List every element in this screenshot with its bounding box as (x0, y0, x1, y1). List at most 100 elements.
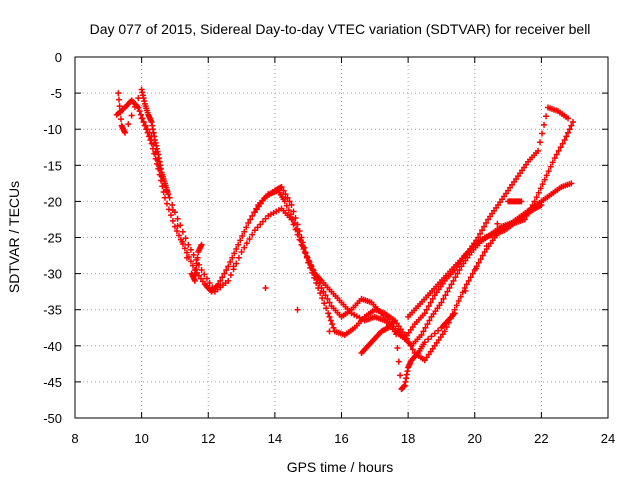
data-point (533, 194, 540, 201)
data-point (330, 324, 337, 331)
y-tick-label: -30 (43, 267, 62, 282)
data-point (326, 328, 333, 335)
data-point (475, 259, 482, 266)
data-point (144, 126, 151, 133)
data-point (203, 275, 210, 282)
data-point (570, 118, 577, 125)
data-point (192, 272, 199, 279)
data-point (451, 310, 458, 317)
data-point (227, 259, 234, 266)
data-point (292, 215, 299, 222)
data-point (249, 212, 256, 219)
data-point (247, 216, 254, 223)
data-point (565, 115, 572, 122)
series-markers (113, 86, 577, 393)
data-point (288, 216, 295, 223)
x-axis: 8 10 12 14 16 18 20 22 24 (71, 57, 615, 446)
data-point (314, 276, 321, 283)
data-point (288, 202, 295, 209)
data-point (545, 168, 552, 175)
data-point (173, 228, 180, 235)
data-point (174, 215, 181, 222)
data-point (329, 321, 336, 328)
data-point (431, 330, 438, 337)
y-tick-label: -20 (43, 194, 62, 209)
x-tick-label: 20 (468, 431, 482, 446)
x-axis-label: GPS time / hours (287, 459, 394, 475)
data-point (438, 299, 445, 306)
data-point (541, 176, 548, 183)
data-point (128, 112, 135, 119)
data-point (407, 342, 414, 349)
data-point (231, 250, 238, 257)
y-tick-label: 0 (55, 50, 62, 65)
data-point (462, 287, 469, 294)
data-point (409, 346, 416, 353)
data-point (315, 285, 322, 292)
data-point (142, 122, 149, 129)
data-point (294, 306, 301, 313)
data-point (535, 147, 542, 154)
data-point (227, 272, 234, 279)
data-point (317, 290, 324, 297)
data-point (325, 310, 332, 317)
data-point (453, 302, 460, 309)
data-point (435, 327, 442, 334)
data-point (243, 240, 250, 247)
x-tick-label: 8 (71, 431, 78, 446)
data-point (221, 270, 228, 277)
data-point (427, 299, 434, 306)
data-point (175, 232, 182, 239)
data-point (219, 274, 226, 281)
x-tick-label: 16 (334, 431, 348, 446)
y-tick-label: -40 (43, 339, 62, 354)
data-point (424, 321, 431, 328)
data-point (452, 274, 459, 281)
x-tick-label: 22 (534, 431, 548, 446)
data-point (403, 335, 410, 342)
data-point (198, 266, 205, 273)
data-point (229, 254, 236, 261)
data-point (303, 254, 310, 261)
data-point (327, 317, 334, 324)
data-point (537, 185, 544, 192)
x-tick-label: 24 (601, 431, 615, 446)
data-point (239, 233, 246, 240)
data-point (223, 266, 230, 273)
chart-title: Day 077 of 2015, Sidereal Day-to-day VTE… (90, 21, 591, 37)
data-point (298, 234, 305, 241)
data-point (181, 245, 188, 252)
data-point (553, 151, 560, 158)
data-point (538, 202, 545, 209)
data-point (535, 189, 542, 196)
grid (75, 57, 608, 418)
data-point (116, 103, 123, 110)
data-point (319, 295, 326, 302)
data-point (182, 235, 189, 242)
x-tick-label: 14 (268, 431, 282, 446)
data-point (568, 180, 575, 187)
data-point (193, 260, 200, 267)
data-point (494, 220, 501, 227)
data-point (174, 222, 181, 229)
data-point (561, 137, 568, 144)
data-point (477, 230, 484, 237)
data-point (235, 241, 242, 248)
data-point (286, 198, 293, 205)
data-point (282, 191, 289, 198)
data-point (183, 254, 190, 261)
data-point (475, 234, 482, 241)
data-point (193, 266, 200, 273)
data-point (217, 277, 224, 284)
data-point (138, 115, 145, 122)
data-point (189, 262, 196, 269)
x-tick-label: 10 (134, 431, 148, 446)
data-point (401, 331, 408, 338)
data-point (305, 259, 312, 266)
data-point (479, 252, 486, 259)
data-point (395, 358, 402, 365)
data-point (136, 108, 143, 115)
data-point (463, 281, 470, 288)
data-point (426, 317, 433, 324)
